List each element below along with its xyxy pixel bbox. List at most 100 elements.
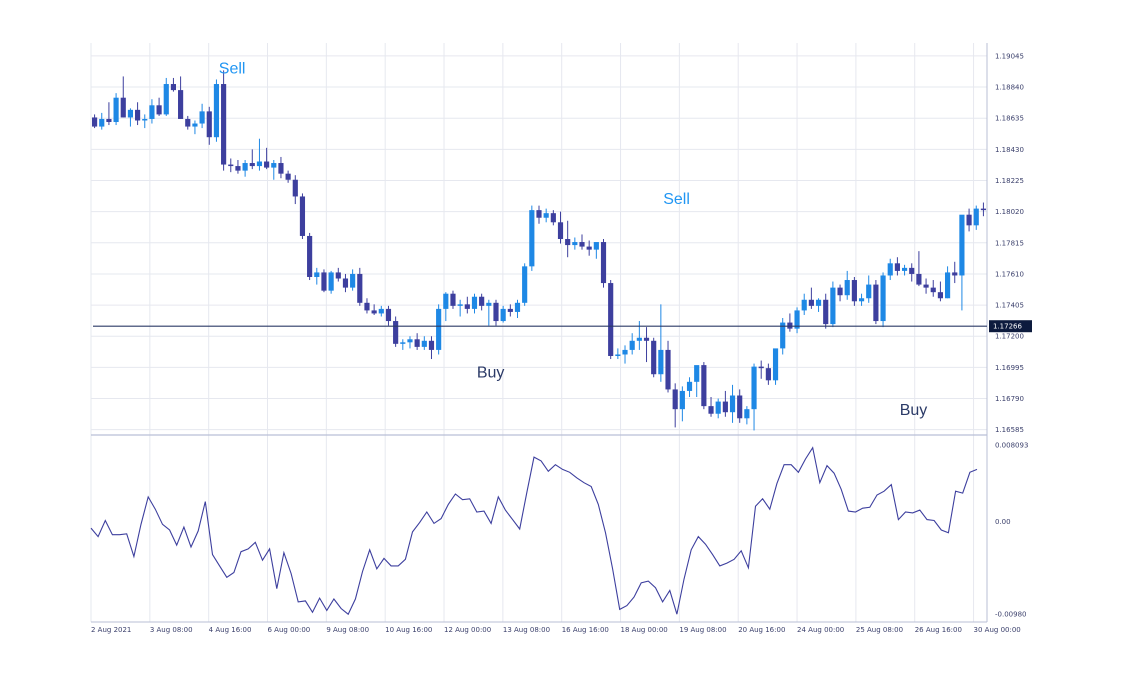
candle-body (170, 84, 177, 91)
candle-body (600, 242, 607, 284)
candle-body (357, 273, 363, 303)
x-tick-label: 30 Aug 00:00 (974, 626, 1021, 634)
candle-body (973, 208, 979, 226)
chart-axes (91, 43, 988, 623)
oscillator-line (90, 446, 978, 616)
candle-body (901, 267, 908, 271)
candle-body (629, 340, 635, 350)
candle-body (830, 287, 836, 325)
y-tick-label: 1.18430 (995, 146, 1024, 154)
candle-body (772, 348, 779, 381)
candle-body (342, 278, 349, 288)
candle-body (314, 272, 320, 277)
candle-body (909, 267, 915, 274)
candle-body (658, 349, 664, 375)
candle-body (271, 163, 277, 168)
candle-body (127, 109, 134, 118)
candle-body (894, 263, 900, 271)
candle-body (952, 272, 958, 276)
candlestick-series (92, 70, 986, 431)
y-tick-label: 1.18635 (995, 115, 1024, 123)
candle-body (256, 161, 263, 167)
candle-body (722, 401, 728, 413)
candle-body (443, 293, 449, 309)
candle-body (880, 275, 886, 322)
candle-body (307, 235, 313, 277)
candle-body (937, 292, 943, 299)
candle-body (579, 242, 585, 247)
candle-body (436, 308, 442, 350)
price-tag (989, 320, 1032, 333)
candle-body (235, 166, 241, 171)
candle-body (120, 97, 126, 118)
candle-body (787, 322, 793, 329)
candle-body (514, 302, 521, 312)
candle-body (500, 308, 506, 322)
candle-body (113, 97, 119, 123)
sell-annotation: Sell (663, 191, 690, 208)
candle-body (299, 196, 306, 236)
candle-body (694, 365, 700, 382)
x-tick-label: 3 Aug 08:00 (150, 626, 193, 634)
y-tick-label: 1.17405 (995, 302, 1024, 310)
oscillator-panel (90, 446, 978, 616)
candle-body (135, 109, 141, 121)
candle-body (321, 272, 327, 291)
candle-body (335, 272, 341, 279)
candle-body (228, 164, 234, 167)
candle-body (837, 287, 843, 296)
candle-body (486, 302, 492, 306)
y-tick-label: 1.17610 (995, 270, 1024, 278)
y-tick-label: 1.17200 (995, 333, 1024, 341)
candle-body (794, 310, 800, 329)
y-tick-label: 1.17815 (995, 239, 1024, 247)
candle-body (156, 105, 162, 115)
current-price-line: 1.17266 (93, 320, 1032, 333)
candle-body (622, 349, 628, 355)
x-tick-label: 4 Aug 16:00 (209, 626, 252, 634)
candle-body (407, 339, 413, 343)
candle-body (959, 214, 965, 276)
candle-body (421, 340, 427, 347)
y-tick-label: 1.16585 (995, 426, 1024, 434)
candle-body (780, 322, 786, 349)
candle-body (536, 210, 542, 218)
candle-body (479, 296, 485, 306)
candle-body (701, 365, 707, 407)
candle-body (192, 123, 198, 127)
candle-body (163, 84, 169, 115)
candle-body (529, 210, 535, 267)
candle-body (643, 337, 650, 341)
candle-body (364, 302, 370, 311)
candle-body (608, 283, 614, 356)
y-axis-ticks: 1.19045 1.18840 1.18635 1.18430 1.18225 1.180… (995, 52, 1028, 618)
y-tick-label: 1.18020 (995, 208, 1024, 216)
candle-body (887, 263, 893, 276)
candle-body (464, 304, 470, 309)
x-tick-label: 19 Aug 08:00 (679, 626, 726, 634)
candle-body (149, 105, 155, 119)
candle-body (543, 213, 549, 218)
candle-body (350, 273, 356, 288)
candle-body (557, 222, 564, 239)
candle-body (278, 163, 284, 174)
candle-body (393, 321, 399, 344)
candle-body (715, 401, 721, 414)
candle-body (593, 242, 599, 250)
candle-body (572, 242, 578, 246)
candle-body (636, 337, 642, 341)
price-tag-label: 1.17266 (993, 323, 1022, 331)
x-tick-label: 12 Aug 00:00 (444, 626, 491, 634)
candle-body (400, 342, 406, 344)
candle-body (199, 111, 205, 124)
candle-body (522, 266, 528, 303)
candle-body (493, 302, 499, 322)
candle-body (371, 310, 377, 314)
x-tick-label: 20 Aug 16:00 (738, 626, 785, 634)
candle-body (686, 381, 693, 391)
candle-body (249, 163, 255, 167)
candle-body (242, 163, 248, 171)
candle-body (916, 273, 922, 285)
candle-body (708, 406, 714, 414)
